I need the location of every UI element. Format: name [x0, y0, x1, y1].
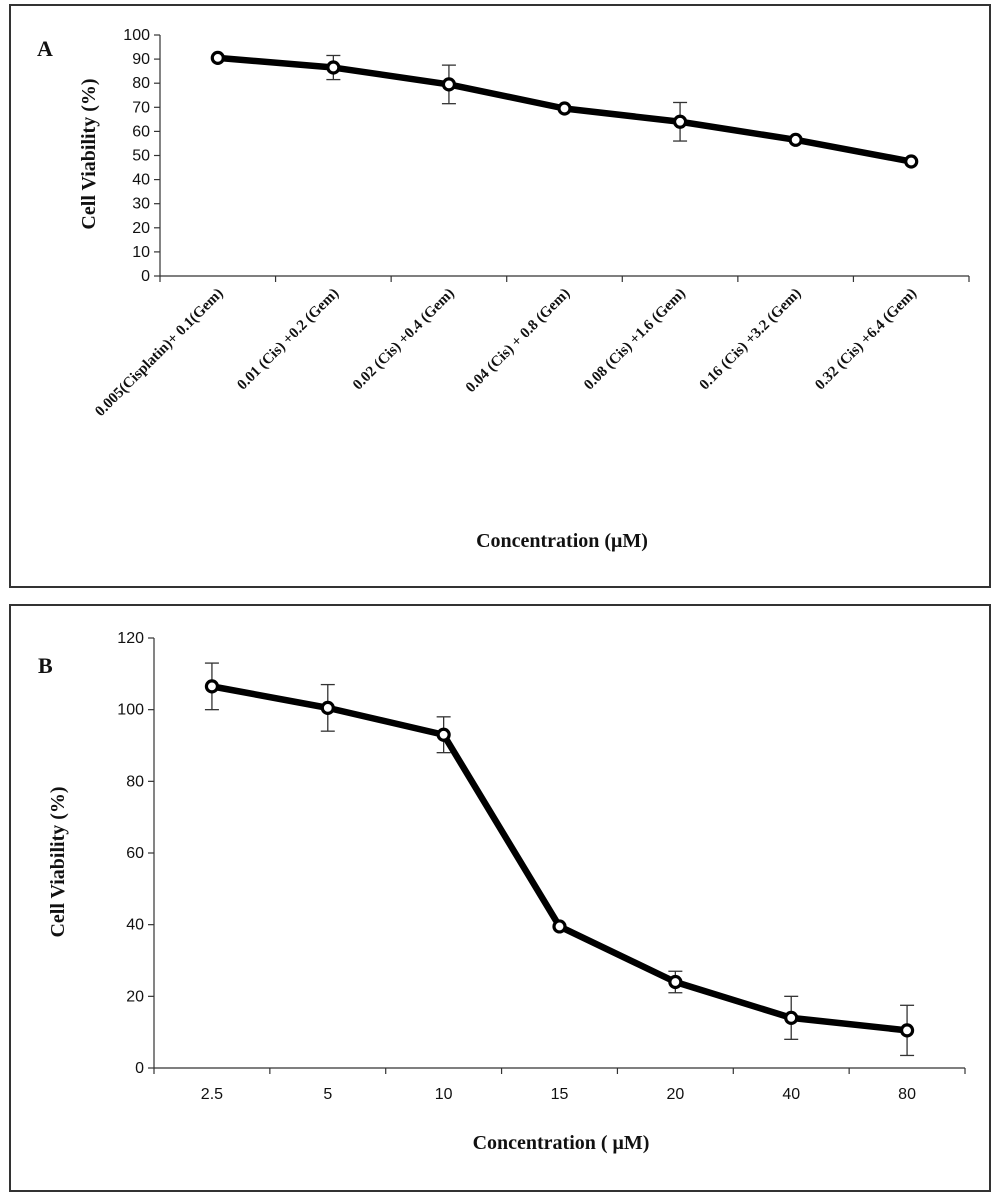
- chart-panel-a: A 0 10 20 30 40 50 60 70 80 90 100 0.005(Cisplatin)+…: [9, 4, 991, 588]
- x-tick-label: 40: [782, 1086, 800, 1103]
- x-tick-label: 20: [666, 1086, 684, 1103]
- y-tick-label: 0: [135, 1060, 144, 1077]
- x-axis-title: Concentration (μM): [476, 530, 648, 552]
- data-point: [210, 50, 225, 65]
- data-point: [668, 974, 683, 990]
- x-tick-label: 0.02 (Cis) +0.4 (Gem): [350, 286, 458, 394]
- y-tick-label: 90: [132, 51, 150, 68]
- x-axis-title: Concentration ( μM): [473, 1132, 650, 1154]
- data-point: [552, 919, 567, 934]
- data-point: [788, 132, 803, 147]
- data-point: [904, 154, 919, 169]
- data-point: [672, 114, 688, 129]
- y-axis-title: Cell Viability (%): [47, 786, 69, 937]
- x-tick-label: 0.16 (Cis) +3.2 (Gem): [697, 286, 805, 394]
- x-tick-label: 5: [323, 1086, 332, 1103]
- y-tick-label: 120: [117, 630, 144, 647]
- data-point: [899, 1023, 915, 1038]
- data-point: [557, 101, 572, 116]
- x-tick-label: 0.08 (Cis) +1.6 (Gem): [581, 286, 689, 394]
- chart-a-svg: A 0 10 20 30 40 50 60 70 80 90 100 0.005(Cisplatin)+…: [37, 27, 970, 552]
- y-tick-label: 10: [132, 244, 150, 261]
- y-tick-label: 80: [132, 75, 150, 92]
- y-tick-label: 100: [123, 27, 150, 44]
- x-tick-label: 80: [898, 1086, 916, 1103]
- y-tick-label: 80: [126, 773, 144, 790]
- x-tick-label: 0.005(Cisplatin)+ 0.1(Gem): [92, 286, 226, 420]
- panel-label: A: [37, 36, 53, 61]
- y-tick-label: 60: [132, 123, 150, 140]
- x-tick-label: 2.5: [201, 1086, 223, 1103]
- panel-label: B: [38, 653, 53, 678]
- data-point: [320, 700, 335, 715]
- y-tick-label: 40: [132, 172, 150, 189]
- y-tick-label: 40: [126, 917, 144, 934]
- y-tick-label: 60: [126, 845, 144, 862]
- data-point: [441, 77, 457, 92]
- x-tick-label: 0.32 (Cis) +6.4 (Gem): [812, 286, 920, 394]
- y-tick-label: 70: [132, 99, 150, 116]
- y-tick-label: 20: [132, 220, 150, 237]
- x-tick-label: 0.01 (Cis) +0.2 (Gem): [234, 286, 342, 394]
- y-tick-label: 50: [132, 148, 150, 165]
- y-tick-label: 20: [126, 988, 144, 1005]
- series-line: [208, 683, 911, 1034]
- y-axis-title: Cell Viability (%): [78, 78, 100, 229]
- x-tick-label: 15: [551, 1086, 569, 1103]
- x-tick-label: 10: [435, 1086, 453, 1103]
- data-point: [204, 679, 220, 694]
- data-point: [326, 60, 341, 75]
- chart-b-svg: B 0 20 40 60 80 100 120 2.5 5 10 15 20 40 80 Concentrat…: [38, 630, 966, 1154]
- data-point: [436, 727, 451, 742]
- x-tick-label: 0.04 (Cis) + 0.8 (Gem): [463, 286, 573, 396]
- y-tick-label: 0: [141, 268, 150, 285]
- chart-panel-b: B 0 20 40 60 80 100 120 2.5 5 10 15 20 40 80 Concentrat…: [9, 604, 991, 1192]
- data-point: [784, 1010, 799, 1025]
- y-tick-label: 30: [132, 196, 150, 213]
- y-tick-label: 100: [117, 702, 144, 719]
